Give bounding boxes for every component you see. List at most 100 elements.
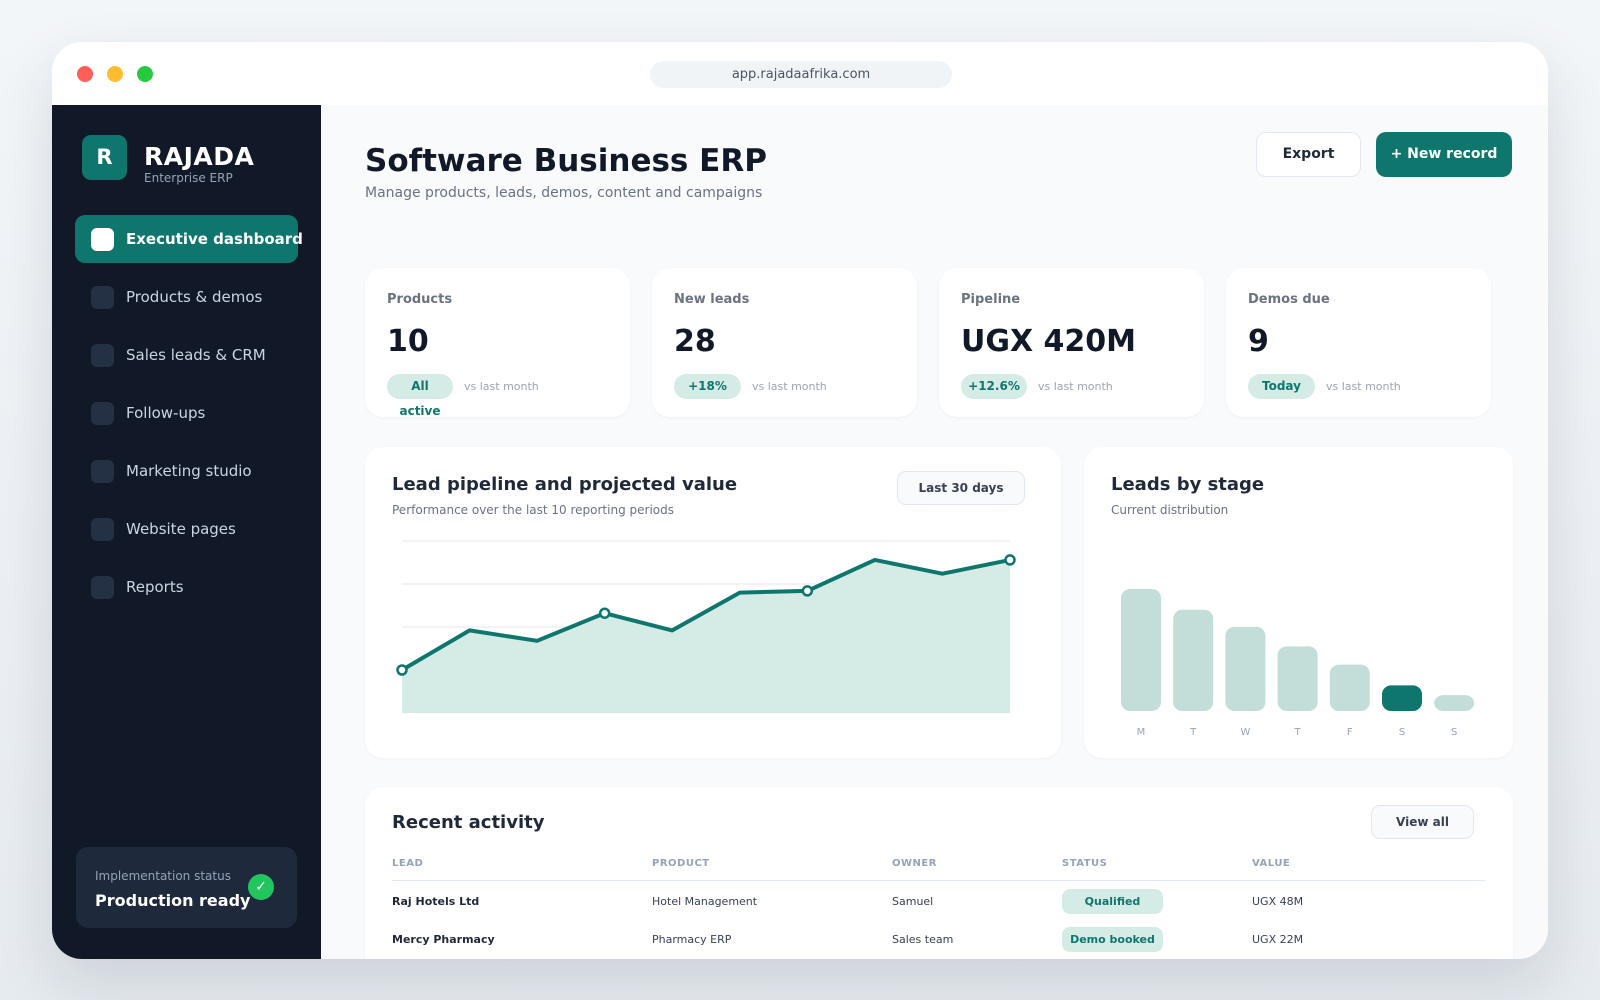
kpi-compare: vs last month: [1326, 380, 1401, 393]
kpi-compare: vs last month: [464, 380, 539, 393]
recent-activity-card: Recent activity View all LEAD PRODUCT OW…: [365, 787, 1513, 959]
sidebar-item-label: Follow-ups: [126, 404, 206, 422]
column-header-lead: LEAD: [392, 858, 424, 869]
data-point: [801, 585, 814, 597]
status-caption: Implementation status: [95, 869, 231, 883]
kpi-value: UGX 420M: [961, 324, 1137, 359]
bar: [1173, 609, 1214, 711]
minimize-window-button[interactable]: [107, 66, 123, 82]
cell-product: Hotel Management: [652, 895, 758, 908]
crm-icon: [91, 344, 114, 367]
data-point: [598, 607, 611, 619]
kpi-badge: All active: [387, 374, 453, 418]
kpi-compare: vs last month: [752, 380, 827, 393]
stages-chart-title: Leads by stage: [1111, 474, 1265, 495]
brand-subtitle: Enterprise ERP: [144, 171, 233, 185]
cell-owner: Sales team: [892, 933, 954, 946]
cell-lead: Mercy Pharmacy: [392, 933, 495, 946]
kpi-card-pipeline: Pipeline UGX 420M +12.6% vs last month: [939, 268, 1204, 417]
sidebar: R RAJADA Enterprise ERP Executive dashbo…: [52, 105, 321, 959]
logo: R: [82, 135, 127, 180]
sidebar-item-marketing-studio[interactable]: Marketing studio: [75, 447, 298, 495]
check-icon: ✓: [248, 874, 274, 900]
brand-name: RAJADA: [144, 142, 255, 171]
x-tick-label: S: [1399, 727, 1405, 738]
kpi-value: 10: [387, 324, 429, 359]
kpi-card-new-leads: New leads 28 +18% vs last month: [652, 268, 917, 417]
new-record-button[interactable]: + New record: [1376, 132, 1512, 177]
products-icon: [91, 286, 114, 309]
cell-product: Pharmacy ERP: [652, 933, 732, 946]
kpi-card-products: Products 10 All active vs last month: [365, 268, 630, 418]
export-button[interactable]: Export: [1256, 132, 1361, 177]
follow-ups-icon: [91, 402, 114, 425]
title-bar: app.rajadaafrika.com: [52, 42, 1548, 105]
x-tick-label: M: [1137, 727, 1146, 738]
x-tick-label: T: [1294, 727, 1302, 738]
sidebar-item-follow-ups[interactable]: Follow-ups: [75, 389, 298, 437]
kpi-badge: +12.6%: [961, 374, 1027, 399]
data-point: [1004, 554, 1016, 566]
sidebar-item-executive-dashboard[interactable]: Executive dashboard: [75, 215, 303, 263]
column-header-status: STATUS: [1062, 858, 1108, 869]
address-bar[interactable]: app.rajadaafrika.com: [650, 61, 952, 88]
bar: [1329, 664, 1370, 711]
x-tick-label: F: [1347, 727, 1353, 738]
status-value: Production ready: [95, 891, 251, 910]
kpi-label: Pipeline: [961, 292, 1021, 307]
pipeline-chart-subtitle: Performance over the last 10 reporting p…: [392, 503, 674, 517]
cell-value: UGX 22M: [1252, 933, 1304, 946]
stages-chart-card: Leads by stage Current distribution M T W T…: [1084, 447, 1513, 758]
browser-window: app.rajadaafrika.com R RAJADA Enterprise…: [52, 42, 1548, 959]
area-fill: [402, 559, 1010, 713]
status-badge: Qualified: [1062, 889, 1163, 914]
sidebar-item-website-pages[interactable]: Website pages: [75, 505, 298, 553]
page-subtitle: Manage products, leads, demos, content a…: [365, 185, 763, 201]
kpi-value: 9: [1248, 324, 1269, 359]
pipeline-line-chart: [396, 540, 1016, 713]
table-header-divider: [392, 880, 1485, 881]
bar: [1277, 646, 1318, 711]
implementation-status-card: Implementation status Production ready ✓: [76, 847, 297, 928]
sidebar-item-label: Products & demos: [126, 288, 263, 306]
close-window-button[interactable]: [77, 66, 93, 82]
kpi-compare: vs last month: [1038, 380, 1113, 393]
website-icon: [91, 518, 114, 541]
column-header-owner: OWNER: [892, 858, 937, 869]
kpi-label: Demos due: [1248, 292, 1330, 307]
kpi-badge: Today: [1248, 374, 1315, 399]
x-tick-label: T: [1189, 727, 1197, 738]
column-header-value: VALUE: [1252, 858, 1291, 869]
kpi-value: 28: [674, 324, 716, 359]
sidebar-item-label: Website pages: [126, 520, 236, 538]
sidebar-item-products-demos[interactable]: Products & demos: [75, 273, 298, 321]
recent-activity-title: Recent activity: [392, 812, 545, 833]
status-badge: Demo booked: [1062, 927, 1163, 952]
view-all-button[interactable]: View all: [1371, 805, 1474, 839]
x-tick-label: S: [1451, 727, 1457, 738]
bar: [1382, 685, 1422, 711]
stages-chart-subtitle: Current distribution: [1111, 503, 1229, 517]
marketing-icon: [91, 460, 114, 483]
kpi-label: Products: [387, 292, 453, 307]
cell-value: UGX 48M: [1252, 895, 1304, 908]
column-header-product: PRODUCT: [652, 858, 710, 869]
kpi-card-demos-due: Demos due 9 Today vs last month: [1226, 268, 1491, 417]
sidebar-item-label: Marketing studio: [126, 462, 252, 480]
pipeline-chart-card: Lead pipeline and projected value Perfor…: [365, 447, 1061, 758]
sidebar-item-sales-leads[interactable]: Sales leads & CRM: [75, 331, 298, 379]
sidebar-item-label: Executive dashboard: [126, 230, 303, 248]
maximize-window-button[interactable]: [137, 66, 153, 82]
sidebar-item-label: Reports: [126, 578, 184, 596]
page-title: Software Business ERP: [365, 143, 767, 179]
pipeline-chart-title: Lead pipeline and projected value: [392, 474, 738, 495]
bar: [1121, 589, 1161, 711]
kpi-label: New leads: [674, 292, 750, 307]
sidebar-item-reports[interactable]: Reports: [75, 563, 298, 611]
x-tick-label: W: [1240, 727, 1250, 738]
dashboard-icon: [91, 228, 114, 251]
bar: [1434, 695, 1475, 711]
series-line: [400, 557, 1012, 672]
date-range-button[interactable]: Last 30 days: [897, 471, 1025, 505]
